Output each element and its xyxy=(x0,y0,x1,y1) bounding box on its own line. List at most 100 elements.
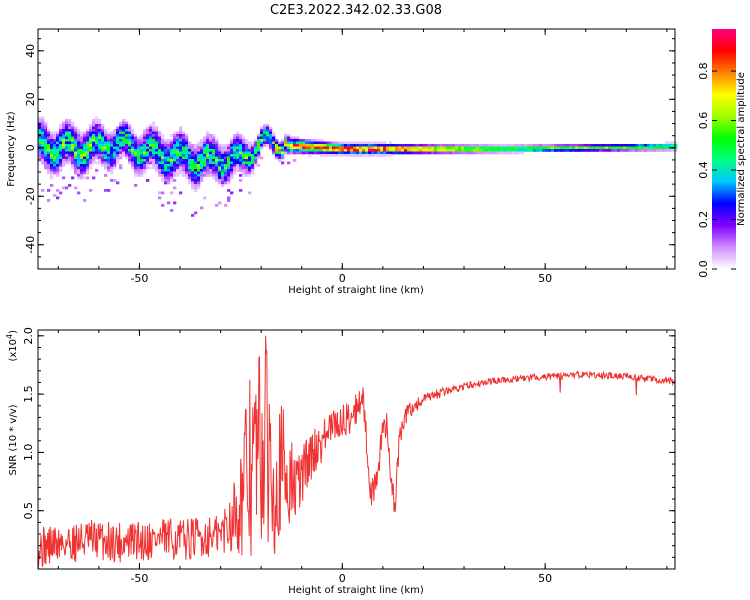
spectrogram-cell xyxy=(239,169,243,172)
spectrogram-cell xyxy=(131,159,135,162)
spectrogram-cell xyxy=(62,146,66,150)
spectrogram-cell xyxy=(59,144,63,147)
spectrogram-cell xyxy=(56,134,60,137)
spectrogram-cell xyxy=(104,166,108,170)
spectrogram-cell xyxy=(263,141,267,145)
spectrogram-cell xyxy=(596,144,600,147)
spectrogram-cell xyxy=(95,144,99,147)
spectrogram-cell xyxy=(170,144,174,147)
spectrogram-cell xyxy=(149,144,153,147)
spectrogram-cell xyxy=(158,146,162,150)
spectrogram-cell xyxy=(59,161,63,165)
spectrogram-cell xyxy=(38,154,42,157)
spectrogram-cell xyxy=(182,171,186,175)
spectrogram-cell xyxy=(86,171,90,175)
spectrogram-cell xyxy=(563,146,567,150)
spectrogram-cell xyxy=(194,184,198,187)
spectrogram-cell xyxy=(341,146,345,150)
spectrogram-cell xyxy=(239,146,243,150)
spectrogram-cell xyxy=(488,151,492,155)
spectrogram-cell xyxy=(644,144,648,147)
spectrogram-cell xyxy=(92,156,96,160)
spectrogram-cell xyxy=(161,191,165,195)
spectrogram-cell xyxy=(416,149,420,152)
spectrogram-cell xyxy=(53,161,57,165)
spectrogram-cell xyxy=(293,159,297,162)
spectrogram-cell xyxy=(278,141,282,145)
spectrogram-cell xyxy=(323,146,327,150)
spectrogram-cell xyxy=(38,126,42,130)
spectrogram-cell xyxy=(89,156,93,160)
spectrogram-cell xyxy=(458,151,462,155)
spectrogram-cell xyxy=(92,151,96,155)
spectrogram-cell xyxy=(512,144,516,147)
spectrogram-cell xyxy=(467,151,471,155)
spectrogram-cell xyxy=(434,151,438,155)
spectrogram-cell xyxy=(194,211,198,215)
spectrogram-cell xyxy=(245,156,249,160)
spectrogram-cell xyxy=(275,141,279,145)
spectrogram-cell xyxy=(212,161,216,165)
spectrogram-cell xyxy=(92,139,96,142)
spectrogram-cell xyxy=(293,144,297,147)
spectrogram-cell xyxy=(236,159,240,162)
spectrogram-cell xyxy=(167,171,171,175)
spectrogram-cell xyxy=(41,119,45,122)
spectrogram-cell xyxy=(365,141,369,145)
snr-series-line xyxy=(37,335,676,570)
spectrogram-cell xyxy=(74,131,78,135)
spectrogram-cell xyxy=(425,151,429,155)
spectrogram-cell xyxy=(83,199,87,202)
spectrogram-cell xyxy=(197,186,201,190)
spectrogram-cell xyxy=(629,146,633,150)
spectrogram-cell xyxy=(182,146,186,150)
spectrogram-cell xyxy=(113,131,117,135)
spectrogram-cell xyxy=(653,146,657,150)
spectrogram-cell xyxy=(158,156,162,160)
spectrogram-cell xyxy=(377,154,381,157)
spectrogram-cell xyxy=(173,151,177,155)
spectrogram-cell xyxy=(92,134,96,137)
spectrogram-cell xyxy=(308,141,312,145)
spectrogram-cell xyxy=(128,154,132,157)
spectrogram-cell xyxy=(296,144,300,147)
spectrogram-cell xyxy=(44,156,48,160)
spectrogram-cell xyxy=(170,176,174,180)
spectrogram-cell xyxy=(182,151,186,155)
spectrogram-cell xyxy=(320,139,324,142)
spectrogram-cell xyxy=(509,146,513,150)
spectrogram-cell xyxy=(263,129,267,132)
spectrogram-cell xyxy=(140,156,144,160)
spectrogram-cell xyxy=(311,146,315,150)
spectrogram-cell xyxy=(239,154,243,157)
spectrogram-cell xyxy=(59,136,63,140)
spectrogram-cell xyxy=(209,161,213,165)
spectrogram-cell xyxy=(299,146,303,150)
spectrogram-cell xyxy=(191,159,195,162)
spectrogram-cell xyxy=(59,126,63,130)
spectrogram-cell xyxy=(281,144,285,147)
spectrogram-cell xyxy=(422,146,426,150)
spectrogram-cell xyxy=(50,171,54,175)
spectrogram-cell xyxy=(449,146,453,150)
spectrogram-cell xyxy=(287,151,291,155)
spectrogram-cell xyxy=(260,129,264,132)
spectrogram-cell xyxy=(194,189,198,192)
spectrogram-cell xyxy=(281,151,285,155)
spectrogram-cell xyxy=(440,146,444,150)
spectrogram-cell xyxy=(59,129,63,132)
spectrogram-cell xyxy=(404,146,408,150)
spectrogram-cell xyxy=(146,166,150,170)
spectrogram-ytick-label: 0 xyxy=(24,144,37,151)
spectrogram-cell xyxy=(71,156,75,160)
spectrogram-cell xyxy=(92,136,96,140)
spectrogram-cell xyxy=(98,156,102,160)
spectrogram-cell xyxy=(47,169,51,172)
spectrogram-cell xyxy=(104,156,108,160)
spectrogram-cell xyxy=(188,171,192,175)
spectrogram-cell xyxy=(287,161,291,165)
spectrogram-cell xyxy=(92,124,96,127)
spectrogram-cell xyxy=(173,154,177,157)
spectrogram-cell xyxy=(77,174,81,177)
spectrogram-cell xyxy=(209,169,213,172)
